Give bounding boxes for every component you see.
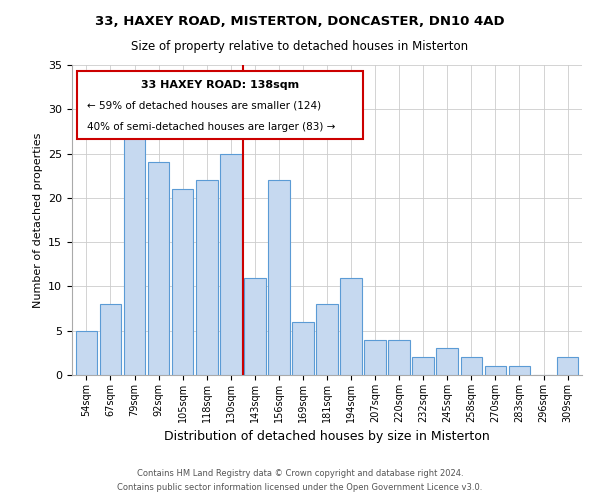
Bar (485, 366, 506, 375)
Text: 40% of semi-detached houses are larger (83) →: 40% of semi-detached houses are larger (… (88, 122, 335, 132)
Text: 33, HAXEY ROAD, MISTERTON, DONCASTER, DN10 4AD: 33, HAXEY ROAD, MISTERTON, DONCASTER, DN… (95, 15, 505, 28)
Bar (268, 180, 290, 375)
Y-axis label: Number of detached properties: Number of detached properties (32, 132, 43, 308)
Text: Contains HM Land Registry data © Crown copyright and database right 2024.: Contains HM Land Registry data © Crown c… (137, 468, 463, 477)
X-axis label: Distribution of detached houses by size in Misterton: Distribution of detached houses by size … (164, 430, 490, 444)
FancyBboxPatch shape (77, 71, 363, 140)
Bar (124, 118, 145, 375)
Text: ← 59% of detached houses are smaller (124): ← 59% of detached houses are smaller (12… (88, 100, 322, 110)
Bar (220, 154, 242, 375)
Bar (100, 304, 121, 375)
Bar (76, 330, 97, 375)
Bar (316, 304, 338, 375)
Bar (436, 348, 458, 375)
Bar (292, 322, 314, 375)
Bar (340, 278, 362, 375)
Bar (412, 358, 434, 375)
Bar (461, 358, 482, 375)
Text: Contains public sector information licensed under the Open Government Licence v3: Contains public sector information licen… (118, 484, 482, 492)
Bar (172, 189, 193, 375)
Bar (196, 180, 218, 375)
Bar (364, 340, 386, 375)
Bar (509, 366, 530, 375)
Text: 33 HAXEY ROAD: 138sqm: 33 HAXEY ROAD: 138sqm (141, 80, 299, 90)
Bar (557, 358, 578, 375)
Bar (244, 278, 266, 375)
Text: Size of property relative to detached houses in Misterton: Size of property relative to detached ho… (131, 40, 469, 53)
Bar (148, 162, 169, 375)
Bar (388, 340, 410, 375)
